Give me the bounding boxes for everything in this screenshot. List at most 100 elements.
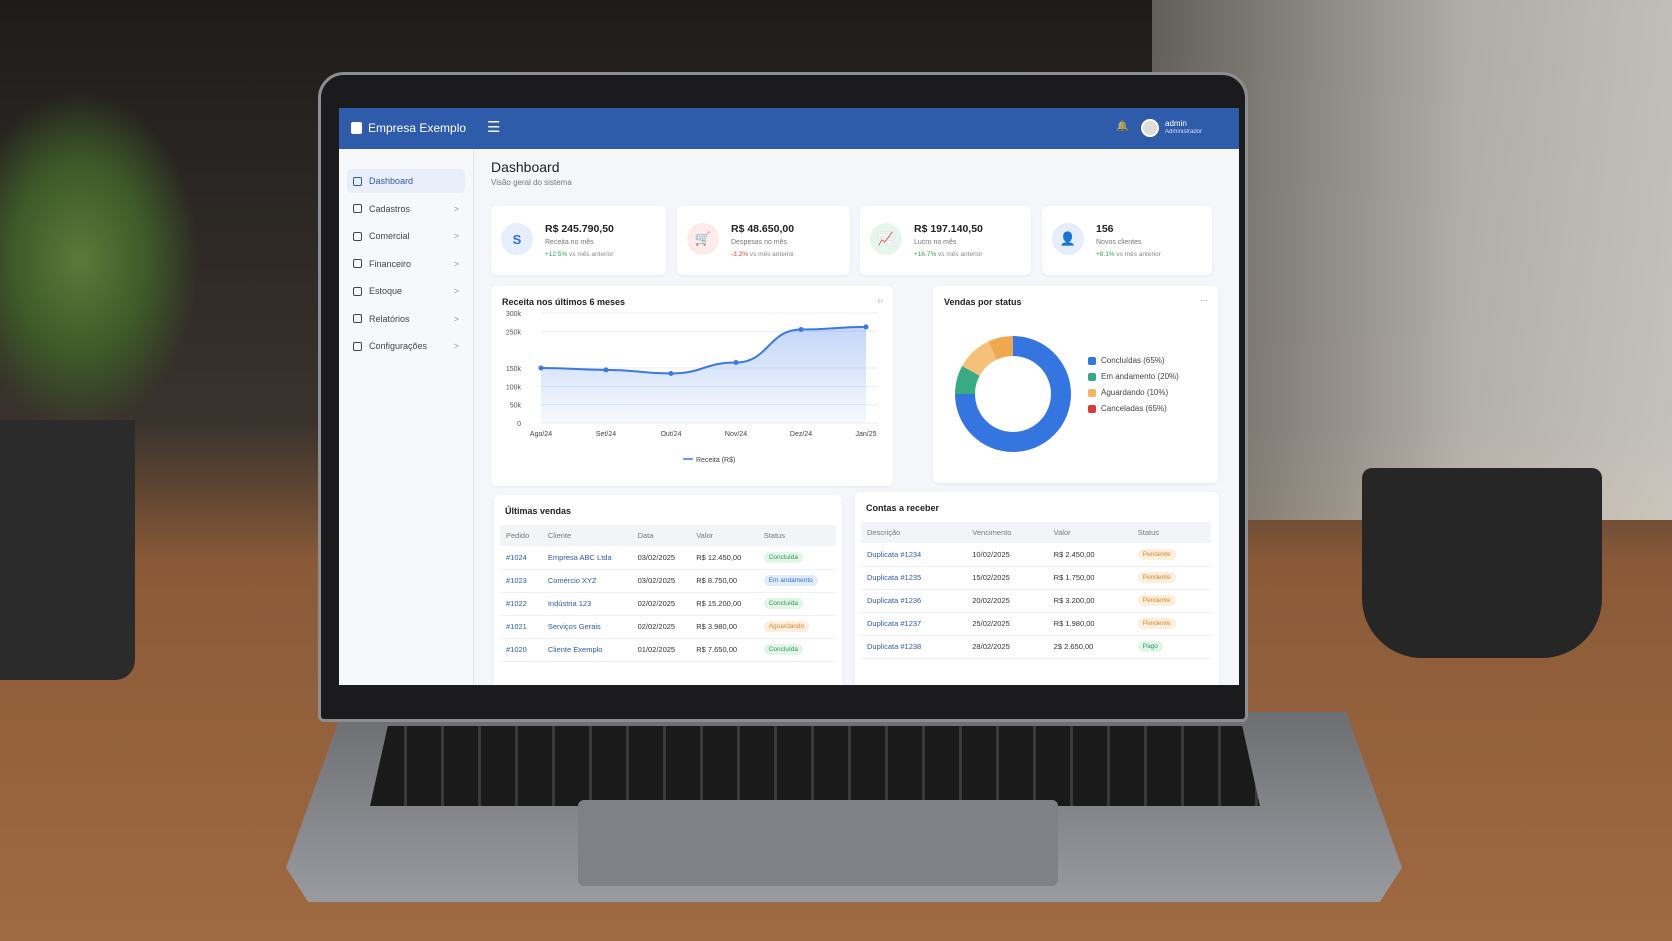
table-cell[interactable]: Duplicata #1234: [861, 543, 967, 567]
column-header[interactable]: Descrição: [861, 522, 967, 543]
column-header[interactable]: Status: [1131, 522, 1211, 543]
table-cell: Em andamento: [757, 569, 836, 593]
table-row[interactable]: Duplicata #1238 28/02/2025 2$ 2.650,00 Pago: [861, 635, 1211, 659]
table-row[interactable]: #1022 Indústria 123 02/02/2025 R$ 15.200,00…: [500, 592, 836, 616]
status-badge: Pendente: [1137, 618, 1176, 629]
hamburger-menu-icon[interactable]: ☰: [487, 119, 501, 136]
user-name[interactable]: admin: [1165, 119, 1187, 128]
status-badge: Em andamento: [763, 575, 818, 586]
sidebar-item-estoque[interactable]: Estoque >: [347, 279, 465, 303]
chevron-right-icon: >: [453, 313, 459, 324]
kpi-change-value: +16.7%: [914, 251, 937, 258]
cell-text: Serviços Gerais: [547, 622, 601, 631]
data-point[interactable]: [538, 365, 544, 371]
data-point[interactable]: [798, 327, 804, 332]
table-cell[interactable]: Cliente Exemplo: [541, 638, 632, 662]
cell-text: 28/02/2025: [972, 642, 1010, 651]
data-point[interactable]: [603, 367, 609, 373]
legend-label: Concluídas (65%): [1101, 356, 1165, 365]
cell-text: R$ 15.200,00: [696, 599, 742, 608]
brand[interactable]: Empresa Exemplo: [351, 121, 466, 135]
y-tick-label: 100k: [506, 384, 522, 391]
sales-table: Pedido Cliente Data Valor Status #1024 Empresa…: [500, 525, 836, 662]
column-header[interactable]: Pedido: [500, 525, 542, 546]
table-cell[interactable]: #1021: [500, 615, 542, 639]
data-point[interactable]: [733, 360, 739, 365]
report-icon: [353, 314, 362, 323]
expand-icon[interactable]: ‹›: [877, 296, 883, 305]
column-header[interactable]: Vencimento: [966, 522, 1048, 543]
sidebar-item-financeiro[interactable]: Financeiro >: [347, 252, 465, 276]
donut-slice[interactable]: [988, 336, 1013, 360]
trackpad: [578, 800, 1058, 886]
table-cell: Concluída: [757, 546, 836, 570]
cell-text: Duplicata #1236: [867, 596, 922, 605]
table-cell: R$ 7.650,00: [690, 638, 758, 662]
table-cell[interactable]: Empresa ABC Ltda: [541, 546, 632, 570]
status-badge: Pendente: [1137, 572, 1176, 583]
sidebar-item-comercial[interactable]: Comercial >: [347, 224, 465, 248]
table-cell[interactable]: Serviços Gerais: [541, 615, 632, 639]
cell-text: #1022: [506, 599, 527, 608]
legend-label: Em andamento (20%): [1101, 372, 1179, 381]
revenue-chart-card: Receita nos últimos 6 meses ‹› 300k 250k 1…: [491, 286, 893, 486]
legend-swatch: [1088, 372, 1096, 381]
column-header[interactable]: Valor: [690, 525, 758, 546]
table-cell[interactable]: Duplicata #1237: [861, 612, 967, 636]
sidebar-item-label: Estoque: [369, 286, 403, 296]
more-icon[interactable]: ⋯: [1200, 296, 1208, 305]
data-point[interactable]: [668, 371, 674, 376]
table-row[interactable]: #1021 Serviços Gerais 02/02/2025 R$ 3.980,0…: [500, 615, 836, 639]
table-cell[interactable]: Comércio XYZ: [541, 569, 632, 593]
donut-slice[interactable]: [962, 341, 997, 376]
table-row[interactable]: Duplicata #1236 20/02/2025 R$ 3.200,00 Pend…: [861, 589, 1211, 613]
donut-slice[interactable]: [955, 366, 980, 394]
kpi-label: Receita no mês: [545, 239, 594, 246]
kpi-card: S R$ 245.790,50 Receita no mês +12.5% vs mê…: [491, 206, 666, 275]
home-icon: [353, 176, 362, 186]
table-cell[interactable]: #1024: [500, 546, 542, 570]
table-row[interactable]: #1024 Empresa ABC Ltda 03/02/2025 R$ 12.450…: [500, 546, 836, 570]
table-row[interactable]: #1023 Comércio XYZ 03/02/2025 R$ 8.750,00 Em…: [500, 569, 836, 593]
table-row[interactable]: #1020 Cliente Exemplo 01/02/2025 R$ 7.650,0…: [500, 638, 836, 662]
table-row[interactable]: Duplicata #1237 25/02/2025 R$ 1.980,00 Pend…: [861, 612, 1211, 636]
table-cell[interactable]: #1023: [500, 569, 542, 593]
table-row[interactable]: Duplicata #1235 15/02/2025 R$ 1.750,00 Pend…: [861, 566, 1211, 590]
cell-text: Indústria 123: [547, 599, 592, 608]
brand-name: Empresa Exemplo: [368, 121, 467, 135]
column-header[interactable]: Status: [757, 525, 836, 546]
sidebar-item-cadastros[interactable]: Cadastros >: [347, 197, 465, 221]
data-point[interactable]: [863, 324, 869, 330]
cell-text: #1024: [506, 552, 527, 562]
table-row[interactable]: Duplicata #1234 10/02/2025 R$ 2.450,00 Pend…: [861, 543, 1211, 567]
legend-item: Canceladas (65%): [1088, 404, 1167, 413]
page-subtitle: Visão geral do sistema: [491, 178, 572, 187]
table-cell: 02/02/2025: [631, 615, 691, 639]
bell-icon[interactable]: 🔔: [1116, 121, 1129, 132]
table-cell[interactable]: Duplicata #1236: [861, 589, 967, 613]
table-cell[interactable]: Duplicata #1238: [861, 635, 967, 659]
chevron-right-icon: >: [453, 341, 459, 351]
donut-slice[interactable]: [955, 336, 1071, 452]
series-line: [540, 325, 867, 375]
kpi-change: +16.7% vs mês anterior: [914, 251, 982, 258]
cell-text: R$ 3.980,00: [696, 622, 738, 631]
revenue-chart: 300k 250k 150k 100k 50k 0 Ago/24 Set/24 Out/24 No…: [506, 311, 878, 464]
table-cell[interactable]: #1022: [500, 592, 542, 616]
table-cell[interactable]: #1020: [500, 638, 542, 662]
table-cell: Pago: [1131, 635, 1211, 659]
column-header[interactable]: Cliente: [541, 525, 632, 546]
table-cell[interactable]: Duplicata #1235: [861, 566, 967, 590]
table-cell[interactable]: Indústria 123: [541, 592, 632, 616]
sidebar-item-dashboard[interactable]: Dashboard: [347, 169, 465, 193]
chevron-right-icon: >: [453, 231, 459, 241]
sidebar-item-configuracoes[interactable]: Configurações >: [347, 334, 465, 358]
sidebar-item-relatorios[interactable]: Relatórios >: [347, 307, 465, 331]
users-icon: [353, 204, 362, 213]
kpi-label: Novos clientes: [1096, 239, 1142, 246]
column-header[interactable]: Valor: [1047, 522, 1132, 543]
column-header[interactable]: Data: [631, 525, 691, 546]
avatar[interactable]: [1141, 119, 1159, 137]
kpi-change-suffix: vs mês anterior: [1114, 251, 1161, 258]
x-tick-label: Jan/25: [855, 431, 876, 438]
